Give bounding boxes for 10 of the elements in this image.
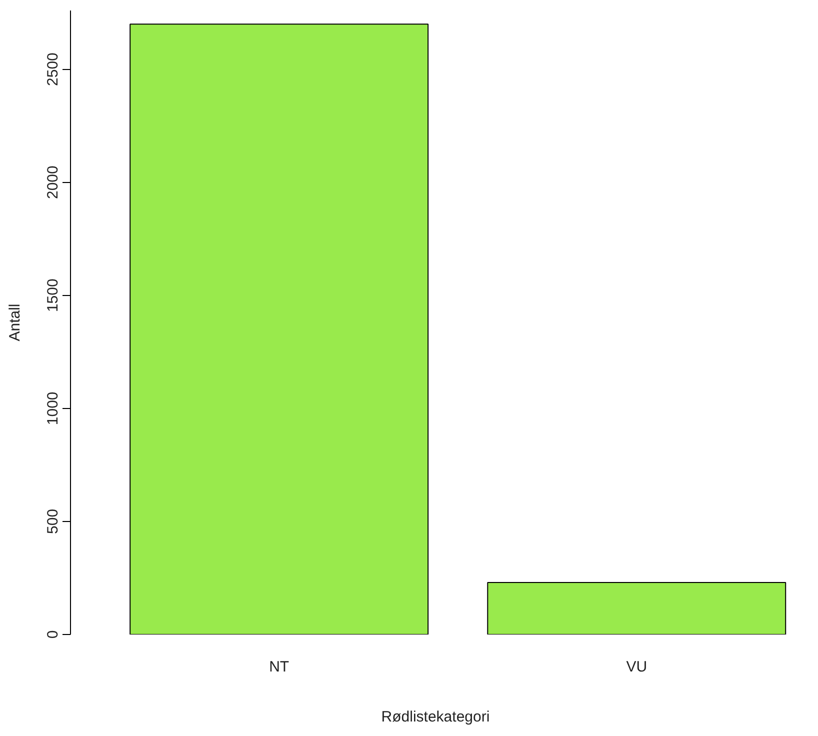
y-axis-title: Antall: [6, 304, 24, 342]
y-tick-label: 500: [44, 508, 62, 534]
y-tick-label: 1500: [44, 278, 62, 312]
y-tick-label: 0: [44, 630, 62, 639]
x-axis-title: Rødlistekategori: [381, 708, 490, 726]
y-tick-label: 2500: [44, 52, 62, 86]
x-tick-label: NT: [269, 658, 290, 676]
x-tick-label: VU: [626, 658, 648, 676]
y-tick-label: 2000: [44, 166, 62, 200]
y-tick-label: 1000: [44, 392, 62, 426]
